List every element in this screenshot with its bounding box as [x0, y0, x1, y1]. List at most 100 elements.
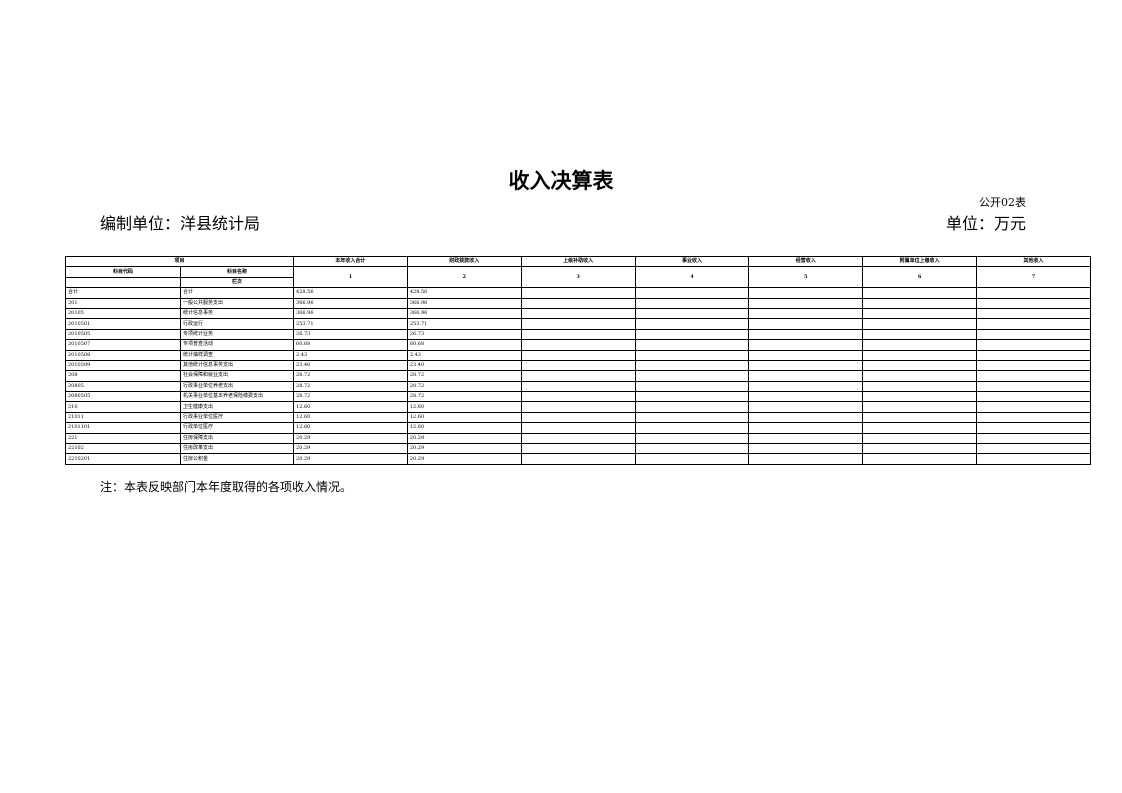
value-cell: [862, 370, 978, 382]
header-col: 事业收入: [634, 255, 750, 268]
fiscal-cell: 12.60: [406, 422, 522, 434]
name-cell: 机关事业单位基本养老保险缴费支出: [179, 391, 295, 403]
value-cell: [748, 349, 864, 361]
value-cell: [976, 359, 1091, 372]
value-cell: [634, 380, 750, 393]
form-code: 公开02表: [979, 196, 1026, 209]
code-cell: 2010508: [65, 349, 181, 361]
value-cell: [976, 287, 1091, 299]
value-cell: [748, 432, 864, 445]
name-cell: 住房改革支出: [179, 443, 295, 455]
value-cell: [862, 339, 978, 351]
code-cell: 201: [65, 297, 181, 309]
fiscal-cell: 428.56: [406, 287, 522, 299]
header-col: 经营收入: [748, 255, 864, 268]
header-name: 科目名称: [179, 266, 295, 278]
fiscal-cell: 20.29: [406, 432, 522, 445]
table-row: 2210201 住房公积金 20.29 20.29: [65, 453, 1091, 465]
fiscal-cell: 28.72: [406, 380, 522, 393]
income-table: 项目 本年收入合计 财政拨款收入 上级补助收入 事业收入 经营收入 附属单位上缴…: [64, 255, 1091, 465]
code-cell: 210: [65, 401, 181, 413]
value-cell: [748, 370, 864, 382]
col-num: 3: [520, 266, 636, 289]
value-cell: [748, 422, 864, 434]
value-cell: [520, 307, 636, 320]
value-cell: [520, 380, 636, 393]
total-cell: 366.96: [293, 297, 408, 309]
value-cell: [520, 339, 636, 351]
value-cell: [862, 401, 978, 413]
value-cell: [976, 453, 1091, 465]
code-cell: 20805: [65, 380, 181, 393]
value-cell: [634, 307, 750, 320]
name-cell: 行政运行: [179, 318, 295, 330]
value-cell: [634, 391, 750, 403]
value-cell: [748, 443, 864, 455]
name-cell: 行政单位医疗: [179, 422, 295, 434]
value-cell: [976, 349, 1091, 361]
value-cell: [634, 453, 750, 465]
value-cell: [748, 401, 864, 413]
name-cell: 合计: [179, 287, 295, 299]
fiscal-cell: 366.96: [406, 297, 522, 309]
code-cell: 208: [65, 370, 181, 382]
total-cell: 12.60: [293, 411, 408, 424]
table-row: 221 住房保障支出 20.29 20.29: [65, 432, 1091, 445]
code-cell: 2010505: [65, 328, 181, 341]
value-cell: [862, 287, 978, 299]
value-cell: [976, 380, 1091, 393]
table-row: 2010599 其他统计信息事务支出 23.40 23.40: [65, 359, 1091, 372]
fiscal-cell: 26.73: [406, 328, 522, 341]
col-num: 6: [862, 266, 978, 289]
value-cell: [748, 380, 864, 393]
value-cell: [862, 307, 978, 320]
value-cell: [634, 432, 750, 445]
total-cell: 253.71: [293, 318, 408, 330]
code-cell: 2010599: [65, 359, 181, 372]
col-num: 5: [748, 266, 864, 289]
fiscal-cell: 366.96: [406, 307, 522, 320]
value-cell: [862, 318, 978, 330]
code-cell: 22102: [65, 443, 181, 455]
value-cell: [748, 328, 864, 341]
table-row: 201 一般公共服务支出 366.96 366.96: [65, 297, 1091, 309]
value-cell: [748, 339, 864, 351]
value-cell: [976, 370, 1091, 382]
value-cell: [748, 453, 864, 465]
page-title: 收入决算表: [508, 168, 614, 193]
total-cell: 28.72: [293, 391, 408, 403]
total-cell: 428.56: [293, 287, 408, 299]
value-cell: [520, 359, 636, 372]
header-code: 科目代码: [65, 266, 181, 278]
total-cell: 28.72: [293, 380, 408, 393]
value-cell: [976, 443, 1091, 455]
value-cell: [520, 443, 636, 455]
fiscal-cell: 60.68: [406, 339, 522, 351]
value-cell: [634, 401, 750, 413]
fiscal-cell: 20.29: [406, 443, 522, 455]
value-cell: [748, 391, 864, 403]
value-cell: [976, 339, 1091, 351]
name-cell: 住房公积金: [179, 453, 295, 465]
table-row: 2010507 专项普查活动 60.68 60.68: [65, 339, 1091, 351]
value-cell: [520, 422, 636, 434]
table-row: 2010501 行政运行 253.71 253.71: [65, 318, 1091, 330]
value-cell: [634, 318, 750, 330]
value-cell: [520, 401, 636, 413]
value-cell: [520, 297, 636, 309]
name-cell: 社会保障和就业支出: [179, 370, 295, 382]
code-cell: 2010507: [65, 339, 181, 351]
value-cell: [634, 328, 750, 341]
value-cell: [862, 391, 978, 403]
currency-unit: 单位：万元: [945, 214, 1026, 233]
fiscal-cell: 28.72: [406, 370, 522, 382]
value-cell: [976, 401, 1091, 413]
header-col: 附属单位上缴收入: [862, 255, 978, 268]
code-cell: 2080505: [65, 391, 181, 403]
footnote: 注：本表反映部门本年度取得的各项收入情况。: [100, 480, 353, 494]
total-cell: 28.72: [293, 370, 408, 382]
total-cell: 12.60: [293, 401, 408, 413]
value-cell: [520, 391, 636, 403]
value-cell: [520, 318, 636, 330]
fiscal-cell: 12.60: [406, 401, 522, 413]
